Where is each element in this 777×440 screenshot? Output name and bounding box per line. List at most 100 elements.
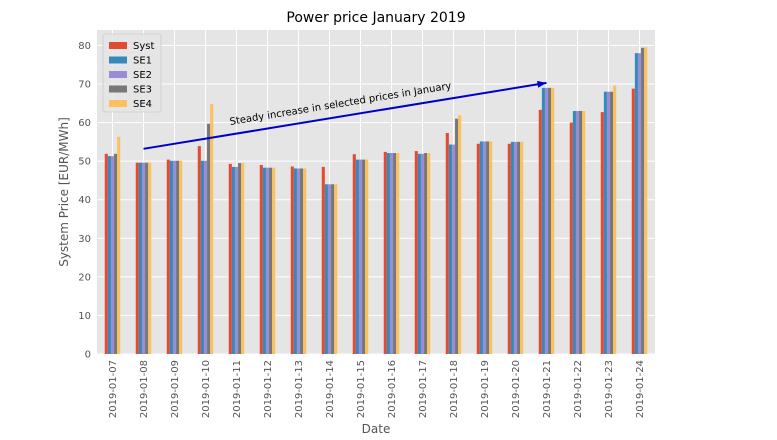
bar-se3-2019-01-20 [517,141,521,354]
bar-se4-2019-01-08 [148,162,152,354]
bar-syst-2019-01-18 [445,132,449,354]
y-tick-label: 20 [78,272,91,283]
x-tick-label: 2019-01-24 [635,360,646,418]
bar-se1-2019-01-16 [386,153,390,354]
legend-label-syst: Syst [133,41,154,52]
bar-se2-2019-01-13 [296,168,301,354]
annotation-arrow-line [143,81,547,150]
bar-syst-2019-01-08 [135,162,139,354]
bar-se1-2019-01-15 [355,159,359,354]
bar-syst-2019-01-11 [228,163,232,354]
x-tick-label: 2019-01-08 [139,360,150,418]
bar-se2-2019-01-24 [637,53,642,355]
x-tick-labels: 2019-01-07 2019-01-08 2019-01-09 2019-01-10… [108,360,646,418]
bar-se1-2019-01-14 [324,184,328,354]
legend-swatch-syst [109,42,127,49]
annotation-arrow-head [537,80,547,88]
bar-se1-2019-01-11 [231,166,235,354]
bar-syst-2019-01-22 [569,122,573,354]
bar-se4-2019-01-10 [210,104,214,354]
bar-se3-2019-01-08 [145,162,149,354]
bar-se4-2019-01-17 [427,153,431,354]
bar-se1-2019-01-20 [510,141,514,354]
bar-syst-2019-01-10 [197,146,201,354]
bar-se1-2019-01-13 [293,168,297,354]
bar-se2-2019-01-10 [203,160,208,354]
bar-se2-2019-01-19 [482,141,487,354]
bar-se3-2019-01-09 [176,160,180,354]
bar-se3-2019-01-19 [486,141,490,354]
bar-se1-2019-01-07 [107,156,111,354]
bar-se4-2019-01-15 [365,159,369,354]
bar-se2-2019-01-17 [420,153,425,354]
bar-syst-2019-01-12 [259,165,263,354]
bar-se4-2019-01-11 [241,163,245,354]
bars [104,47,648,355]
bar-syst-2019-01-09 [166,159,170,354]
bar-se3-2019-01-07 [114,153,118,354]
bar-syst-2019-01-24 [631,88,635,354]
bar-se3-2019-01-24 [641,47,645,354]
x-tick-label: 2019-01-17 [418,360,429,418]
bar-se4-2019-01-07 [117,136,121,354]
legend-swatch-se3 [109,85,127,93]
bar-se2-2019-01-15 [358,159,363,354]
bar-se1-2019-01-17 [417,153,421,354]
bar-se3-2019-01-14 [331,184,335,354]
x-axis-label: Date [362,422,391,436]
bar-syst-2019-01-17 [414,151,418,354]
bar-se4-2019-01-19 [489,141,493,354]
bar-se2-2019-01-21 [544,87,549,354]
x-tick-label: 2019-01-19 [480,360,491,418]
x-tick-label: 2019-01-07 [108,360,119,418]
bar-se4-2019-01-16 [396,153,400,354]
y-tick-label: 60 [78,118,91,129]
bar-se1-2019-01-10 [200,160,204,354]
bar-se1-2019-01-24 [634,53,638,355]
bar-se1-2019-01-18 [448,144,452,354]
bar-syst-2019-01-14 [321,166,325,354]
bar-se2-2019-01-23 [606,91,611,354]
bar-se2-2019-01-16 [389,153,394,354]
x-tick-label: 2019-01-22 [573,360,584,418]
bar-syst-2019-01-15 [352,154,356,354]
bar-se3-2019-01-16 [393,153,397,354]
legend-label-se1: SE1 [133,56,152,67]
x-tick-label: 2019-01-10 [201,360,212,418]
x-tick-label: 2019-01-21 [542,360,553,418]
y-tick-label: 0 [85,350,91,361]
bar-se3-2019-01-21 [548,87,552,354]
bar-se3-2019-01-10 [207,123,211,354]
bar-se1-2019-01-22 [572,111,576,354]
x-tick-label: 2019-01-12 [263,360,274,418]
y-tick-label: 10 [78,311,91,322]
legend-swatch-se1 [109,56,127,64]
bar-se3-2019-01-17 [424,153,428,354]
bar-syst-2019-01-23 [600,112,604,355]
bar-se1-2019-01-21 [541,87,545,354]
legend-swatch-se2 [109,71,127,78]
bar-se2-2019-01-09 [172,160,177,354]
bar-syst-2019-01-20 [507,143,511,354]
x-tick-label: 2019-01-14 [325,360,336,418]
bar-se4-2019-01-13 [303,168,307,354]
bar-se4-2019-01-09 [179,160,183,354]
bar-se3-2019-01-13 [300,168,304,354]
bar-se4-2019-01-24 [644,47,648,354]
bar-syst-2019-01-07 [104,153,108,354]
bar-se2-2019-01-08 [141,162,146,354]
bar-syst-2019-01-16 [383,151,387,354]
bar-se4-2019-01-18 [458,115,462,354]
x-tick-label: 2019-01-13 [294,360,305,418]
bar-se4-2019-01-14 [334,184,338,354]
legend-label-se3: SE3 [133,85,152,96]
x-tick-label: 2019-01-20 [511,360,522,418]
bar-se3-2019-01-18 [455,118,459,354]
x-tick-label: 2019-01-09 [170,360,181,418]
x-tick-label: 2019-01-16 [387,360,398,418]
x-tick-label: 2019-01-18 [449,360,460,418]
bar-se1-2019-01-19 [479,141,483,354]
bar-se1-2019-01-09 [169,160,173,354]
y-axis-label: System Price [EUR/MWh] [57,117,71,267]
